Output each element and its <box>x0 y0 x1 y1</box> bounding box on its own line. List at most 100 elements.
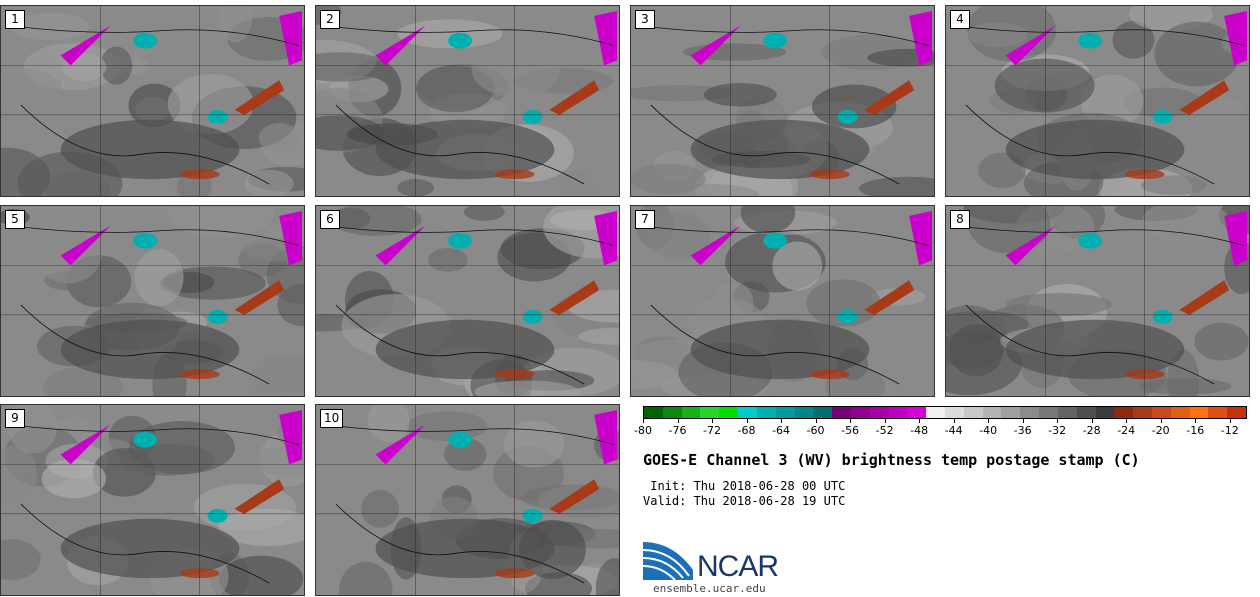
map-panel: 5 <box>0 205 305 397</box>
map-panel: 7 <box>630 205 935 397</box>
colorbar-segment <box>644 407 663 418</box>
dry-slot <box>549 280 600 315</box>
colorbar-ticks: -80 -76 -72 -68 -64 -60 -56 -52 -48 -44 -40 -36 -32 -… <box>634 419 1247 439</box>
colorbar-tick <box>712 419 714 423</box>
panel-number: 9 <box>5 409 25 428</box>
convective-cell <box>1078 32 1102 49</box>
cold-cloud-top <box>594 409 618 465</box>
cold-cloud-top <box>375 225 426 266</box>
convective-cell <box>837 309 858 324</box>
water-vapor-map <box>316 405 619 595</box>
colorbar-tick-label: -20 <box>1151 424 1170 437</box>
cold-cloud-top <box>279 409 303 465</box>
colorbar-tick <box>953 419 955 423</box>
colorbar-tick-label: -12 <box>1220 424 1239 437</box>
colorbar-tick-label: -44 <box>944 424 963 437</box>
map-panel: 9 <box>0 404 305 596</box>
water-vapor-map <box>1 206 304 396</box>
logo-text: NCAR <box>697 550 779 583</box>
colorbar-tick <box>1229 419 1231 423</box>
convective-cell <box>522 309 543 324</box>
panel-number: 5 <box>5 210 25 229</box>
map-panel: 8 <box>945 205 1250 397</box>
convective-cell <box>763 32 787 49</box>
colorbar-segment <box>1133 407 1152 418</box>
colorbar-segment <box>775 407 795 418</box>
panel-number: 10 <box>320 409 344 428</box>
colorbar-segment <box>1189 407 1209 418</box>
panel-number: 1 <box>5 10 25 29</box>
colorbar-tick <box>815 419 817 423</box>
colorbar-tick <box>1022 419 1024 423</box>
water-vapor-map <box>631 206 934 396</box>
colorbar-segment <box>719 407 739 418</box>
cold-cloud-top <box>60 424 111 465</box>
colorbar-tick <box>988 419 990 423</box>
convective-cell <box>1152 109 1173 124</box>
cold-cloud-top <box>690 225 741 266</box>
colorbar-segment <box>1114 407 1134 418</box>
cold-cloud-top <box>1005 225 1056 266</box>
convective-cell <box>763 232 787 249</box>
water-vapor-map <box>1 6 304 196</box>
cold-cloud-top <box>60 225 111 266</box>
colorbar-segment <box>1095 407 1115 418</box>
cold-cloud-top <box>1224 210 1248 266</box>
water-vapor-map <box>946 6 1249 196</box>
colorbar-tick <box>1126 419 1128 423</box>
colorbar-tick-label: -56 <box>841 424 860 437</box>
ncar-logo-icon <box>643 542 693 581</box>
cold-cloud-top <box>1005 25 1056 66</box>
panel-number: 4 <box>950 10 970 29</box>
water-vapor-map <box>1 405 304 595</box>
cold-cloud-top <box>279 210 303 266</box>
convective-cell <box>837 109 858 124</box>
map-panel: 1 <box>0 5 305 197</box>
colorbar-segment <box>888 407 908 418</box>
cold-cloud-top <box>60 25 111 66</box>
water-vapor-map <box>946 206 1249 396</box>
valid-time: Valid: Thu 2018-06-28 19 UTC <box>643 494 846 508</box>
water-vapor-map <box>316 206 619 396</box>
colorbar-segment <box>1039 407 1058 418</box>
website-url[interactable]: ensemble.ucar.edu <box>653 582 766 595</box>
colorbar-segment <box>1020 407 1040 418</box>
colorbar-segment <box>1057 407 1077 418</box>
convective-cell <box>207 309 228 324</box>
colorbar-segment <box>700 407 720 418</box>
colorbar-segment <box>662 407 682 418</box>
convective-cell <box>1152 309 1173 324</box>
dry-slot <box>549 479 600 514</box>
colorbar-tick <box>1057 419 1059 423</box>
convective-cell <box>133 32 157 49</box>
colorbar-segment <box>869 407 889 418</box>
dry-slot <box>864 80 915 115</box>
colorbar-tick <box>919 419 921 423</box>
colorbar-tick-label: -80 <box>634 424 652 437</box>
map-panel: 2 <box>315 5 620 197</box>
figure-title: GOES-E Channel 3 (WV) brightness temp po… <box>643 451 1140 469</box>
colorbar-tick-label: -16 <box>1186 424 1205 437</box>
colorbar-tick-label: -48 <box>910 424 929 437</box>
cold-cloud-top <box>375 25 426 66</box>
colorbar-segment <box>794 407 814 418</box>
panel-number: 7 <box>635 210 655 229</box>
colorbar-segment <box>907 407 927 418</box>
cold-cloud-top <box>690 25 741 66</box>
colorbar-segment <box>926 407 945 418</box>
water-vapor-map <box>316 6 619 196</box>
colorbar-tick <box>1091 419 1093 423</box>
convective-cell <box>522 508 543 523</box>
colorbar-tick <box>850 419 852 423</box>
colorbar-tick-label: -40 <box>979 424 998 437</box>
convective-cell <box>448 431 472 448</box>
colorbar-tick <box>746 419 748 423</box>
colorbar-segment <box>963 407 983 418</box>
cold-cloud-top <box>1224 10 1248 66</box>
convective-cell <box>133 232 157 249</box>
colorbar-tick-label: -72 <box>703 424 721 437</box>
colorbar-segment <box>756 407 776 418</box>
colorbar-segment <box>832 407 851 418</box>
colorbar-segment <box>813 407 833 418</box>
cold-cloud-top <box>279 10 303 66</box>
